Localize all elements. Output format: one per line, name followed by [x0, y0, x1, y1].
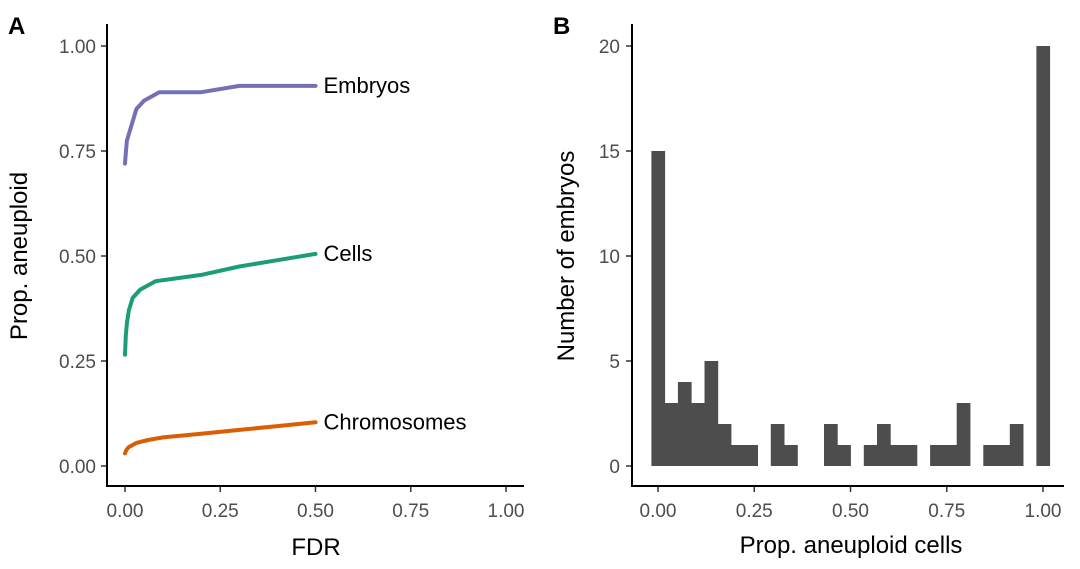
histogram-bar	[744, 445, 758, 466]
histogram-bar	[677, 382, 692, 466]
panel-b-y-axis-title: Number of embryos	[553, 151, 580, 362]
panel-b-histogram: B 0 5 10 15 20 0.00 0.25 0.50 0.75 1.00 Prop. an…	[553, 13, 1064, 559]
histogram-bar	[770, 424, 785, 466]
panel-a-series-lines	[123, 83, 318, 456]
panel-a-x-ticks: 0.00 0.25 0.50 0.75 1.00	[107, 486, 525, 522]
panel-b-label: B	[553, 13, 570, 40]
panel-a-y-tick-label: 0.25	[59, 352, 96, 373]
histogram-bar	[704, 361, 719, 466]
histogram-bar	[824, 424, 838, 466]
panel-a-y-tick-label: 0.50	[59, 247, 96, 268]
panel-b-y-tick-label: 15	[599, 142, 620, 163]
panel-a-x-tick-label: 0.50	[297, 501, 334, 522]
panel-a-x-axis-title: FDR	[291, 534, 340, 561]
panel-b-y-ticks: 0 5 10 15 20	[599, 37, 632, 478]
panel-a-line-chart: A 0.00 0.25 0.50 0.75 1.00 0.00 0.25 0.50 0.75 1…	[6, 13, 524, 561]
histogram-bar	[930, 445, 944, 466]
panel-b-bars	[651, 46, 1051, 466]
histogram-bar	[956, 403, 971, 466]
series-line-embryos	[123, 83, 318, 166]
panel-a-label: A	[8, 13, 25, 40]
histogram-bar	[717, 424, 732, 466]
panel-a-x-tick-label: 0.75	[392, 501, 429, 522]
histogram-bar	[996, 445, 1011, 466]
histogram-bar	[890, 445, 904, 466]
histogram-bar	[1009, 424, 1024, 466]
panel-b-y-tick-label: 20	[599, 37, 620, 58]
histogram-bar	[983, 445, 997, 466]
panel-b-x-tick-label: 0.75	[928, 501, 965, 522]
series-label-chromosomes: Chromosomes	[324, 409, 467, 434]
series-line-chromosomes	[123, 420, 318, 456]
panel-a-x-tick-label: 0.25	[202, 501, 239, 522]
panel-a-y-ticks: 0.00 0.25 0.50 0.75 1.00	[59, 37, 107, 478]
panel-a-y-tick-label: 1.00	[59, 37, 96, 58]
panel-b-y-tick-label: 10	[599, 247, 620, 268]
panel-b-x-tick-label: 0.25	[736, 501, 773, 522]
series-line-cells	[123, 251, 318, 357]
panel-b-x-tick-label: 1.00	[1025, 501, 1062, 522]
histogram-bar	[651, 151, 666, 466]
panel-a-x-tick-label: 1.00	[488, 501, 525, 522]
histogram-bar	[784, 445, 798, 466]
panel-b-y-tick-label: 0	[609, 457, 620, 478]
series-label-embryos: Embryos	[324, 73, 411, 98]
series-label-cells: Cells	[324, 241, 373, 266]
histogram-bar	[943, 445, 958, 466]
panel-b-y-tick-label: 5	[609, 352, 620, 373]
histogram-bar	[664, 403, 679, 466]
panel-b-x-tick-label: 0.50	[832, 501, 869, 522]
histogram-bar	[877, 424, 891, 466]
histogram-bar	[1036, 46, 1051, 466]
panel-a-x-tick-label: 0.00	[107, 501, 144, 522]
panel-a-y-axis-title: Prop. aneuploid	[6, 172, 33, 340]
panel-b-x-axis-title: Prop. aneuploid cells	[740, 532, 963, 559]
panel-a-series-labels: Embryos Cells Chromosomes	[324, 73, 467, 434]
panel-a-y-tick-label: 0.00	[59, 457, 96, 478]
histogram-bar	[903, 445, 918, 466]
panel-b-x-ticks: 0.00 0.25 0.50 0.75 1.00	[640, 486, 1062, 522]
histogram-bar	[691, 403, 705, 466]
histogram-bar	[837, 445, 851, 466]
histogram-bar	[863, 445, 878, 466]
panel-a-y-tick-label: 0.75	[59, 142, 96, 163]
panel-b-x-tick-label: 0.00	[640, 501, 677, 522]
histogram-bar	[731, 445, 745, 466]
